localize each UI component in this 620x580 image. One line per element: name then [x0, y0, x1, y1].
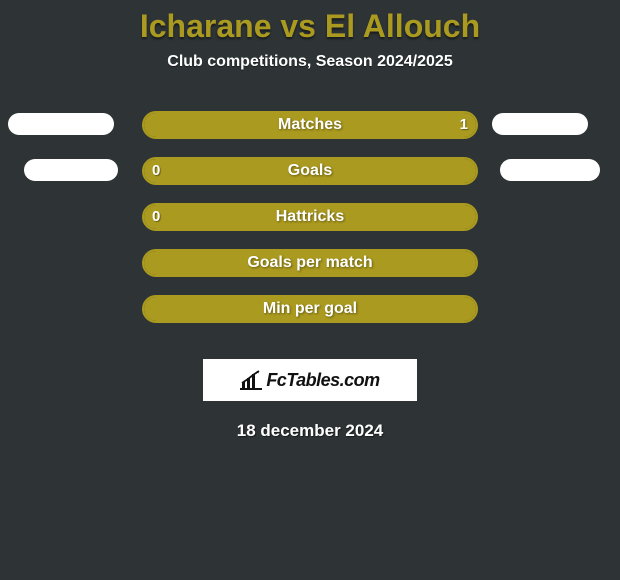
chart-icon	[240, 370, 262, 390]
stat-bar: Goals0	[142, 157, 478, 185]
stat-row: Goals0	[0, 157, 620, 203]
stat-row: Hattricks0	[0, 203, 620, 249]
stat-left-value: 0	[144, 159, 168, 183]
stat-label: Hattricks	[144, 205, 476, 229]
stat-bar: Goals per match	[142, 249, 478, 277]
left-marker	[24, 159, 118, 181]
logo-text: FcTables.com	[266, 370, 379, 391]
date-label: 18 december 2024	[0, 421, 620, 441]
player-b-name: El Allouch	[325, 8, 480, 44]
stat-right-value: 1	[452, 113, 476, 137]
comparison-chart: Matches1Goals0Hattricks0Goals per matchM…	[0, 111, 620, 341]
left-marker	[8, 113, 114, 135]
stat-bar: Min per goal	[142, 295, 478, 323]
stat-left-value: 0	[144, 205, 168, 229]
stat-label: Goals	[144, 159, 476, 183]
right-marker	[500, 159, 600, 181]
player-a-name: Icharane	[140, 8, 272, 44]
stat-label: Matches	[144, 113, 476, 137]
fctables-logo[interactable]: FcTables.com	[203, 359, 417, 401]
right-marker	[492, 113, 588, 135]
subtitle: Club competitions, Season 2024/2025	[0, 53, 620, 71]
stat-bar: Hattricks0	[142, 203, 478, 231]
vs-label: vs	[280, 8, 316, 44]
stat-label: Min per goal	[144, 297, 476, 321]
stat-row: Matches1	[0, 111, 620, 157]
stat-row: Min per goal	[0, 295, 620, 341]
page-title: Icharane vs El Allouch	[0, 0, 620, 45]
stat-label: Goals per match	[144, 251, 476, 275]
stat-row: Goals per match	[0, 249, 620, 295]
stat-bar: Matches1	[142, 111, 478, 139]
